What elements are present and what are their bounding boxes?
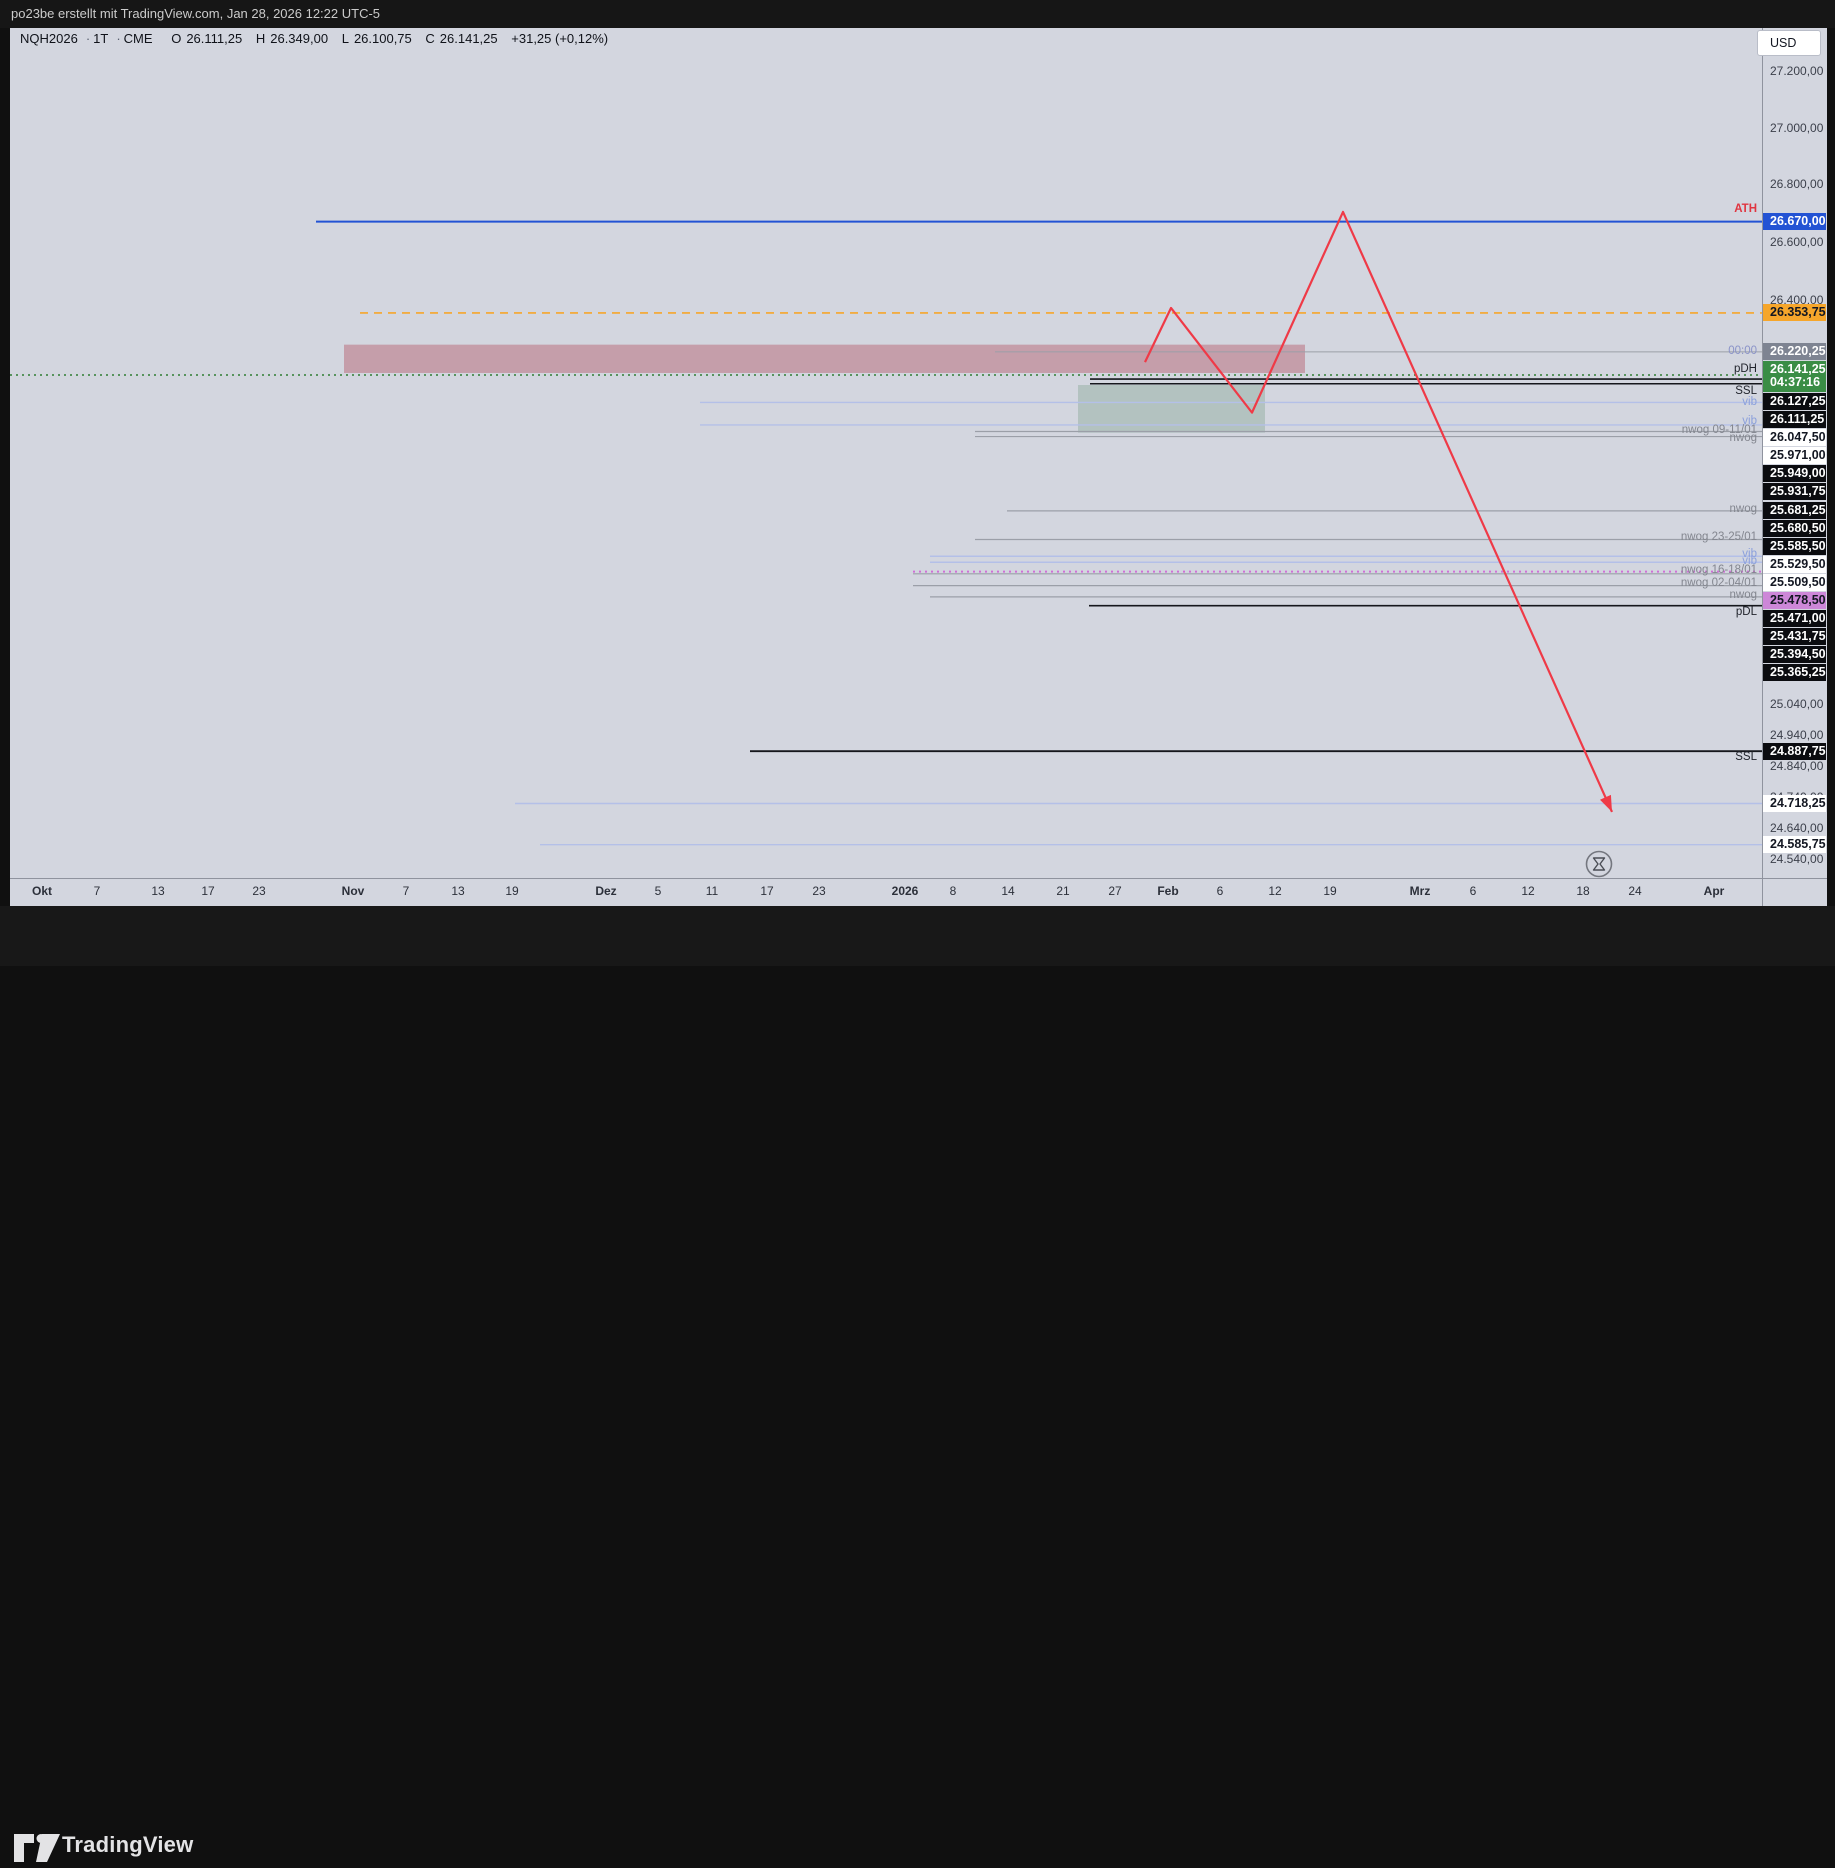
countdown-timer: 04:37:16 xyxy=(1770,375,1821,390)
price-badge: 24.718,25 xyxy=(1763,794,1826,812)
price-tick: 27.000,00 xyxy=(1770,120,1824,135)
price-badge: 26.111,25 xyxy=(1763,411,1826,429)
price-tick: 24.540,00 xyxy=(1770,851,1824,866)
level-label-ath: ATH xyxy=(1734,203,1757,215)
time-tick: 6 xyxy=(1216,884,1224,898)
high-label: H 26.349,00 xyxy=(255,31,329,46)
level-label-nwog: nwog xyxy=(1729,589,1758,601)
level-label-vib: vib xyxy=(1742,396,1757,408)
close-label: C 26.141,25 xyxy=(425,31,498,46)
price-tick: 25.040,00 xyxy=(1770,697,1824,712)
price-tick: 27.200,00 xyxy=(1770,64,1824,78)
price-badge: 26.353,75 xyxy=(1763,304,1826,322)
time-tick: 19 xyxy=(505,884,519,898)
open-label: O 26.111,25 xyxy=(171,31,243,46)
time-tick: Mrz xyxy=(1409,884,1431,898)
time-tick: 17 xyxy=(201,884,215,898)
time-tick: 27 xyxy=(1108,884,1122,898)
level-label-pdl: pDL xyxy=(1735,606,1757,618)
timeframe: 1T xyxy=(93,31,109,46)
price-badge: 25.680,50 xyxy=(1763,520,1826,538)
time-tick: 23 xyxy=(252,884,266,898)
price-tick: 26.400,00 xyxy=(1770,292,1824,307)
price-badge: 25.509,50 xyxy=(1763,574,1826,592)
price-badge: 25.471,00 xyxy=(1763,610,1826,628)
price-badge: 25.971,00 xyxy=(1763,447,1826,465)
price-badge: 26.047,50 xyxy=(1763,429,1826,447)
time-tick: 12 xyxy=(1521,884,1535,898)
time-tick: 13 xyxy=(151,884,165,898)
price-badge: 26.670,00 xyxy=(1763,213,1826,231)
level-label-vib: vib xyxy=(1742,548,1757,560)
level-label-nwog: nwog xyxy=(1729,432,1758,444)
level-label-pdh: pDH xyxy=(1733,363,1757,375)
price-badge: 25.529,50 xyxy=(1763,556,1826,574)
price-tick: 24.940,00 xyxy=(1770,728,1824,743)
change-value: +31,25 (+0,12%) xyxy=(511,31,609,46)
time-tick: 7 xyxy=(402,884,410,898)
price-badge: 26.127,25 xyxy=(1763,393,1826,411)
price-tick: 26.600,00 xyxy=(1770,234,1824,249)
level-label-00-00: 00:00 xyxy=(1728,345,1757,357)
time-tick: 24 xyxy=(1628,884,1642,898)
price-badge: 25.365,25 xyxy=(1763,664,1826,682)
legend-separator: · xyxy=(85,31,91,46)
time-tick: Nov xyxy=(341,884,365,898)
level-label-vib: vib xyxy=(1742,555,1757,567)
low-label: L 26.100,75 xyxy=(341,31,412,46)
time-tick: Dez xyxy=(595,884,617,898)
time-tick: 8 xyxy=(949,884,957,898)
brand-name[interactable]: TradingView xyxy=(62,1832,194,1857)
level-label-nwog-23-25-01: nwog 23-25/01 xyxy=(1680,531,1757,543)
time-tick: 18 xyxy=(1576,884,1590,898)
price-badge: 26.141,25 04:37:16 xyxy=(1763,361,1826,393)
time-tick: 17 xyxy=(760,884,774,898)
level-label-ssl: SSL xyxy=(1735,751,1757,763)
time-tick: 19 xyxy=(1323,884,1337,898)
level-label-nwog-09-11-01: nwog 09-11/01 xyxy=(1681,424,1757,436)
time-tick: Okt xyxy=(31,884,53,898)
price-badge: 24.887,75 xyxy=(1763,742,1826,760)
price-badge: 25.394,50 xyxy=(1763,646,1826,664)
price-badge: 26.220,25 xyxy=(1763,343,1826,361)
footer-bar: TradingView xyxy=(0,906,1835,1862)
time-tick: 7 xyxy=(93,884,101,898)
level-label-nwog-16-18-01: nwog 16-18/01 xyxy=(1680,564,1757,576)
time-axis[interactable] xyxy=(10,878,1827,907)
time-tick: Apr xyxy=(1703,884,1725,898)
price-badge: 24.585,75 xyxy=(1763,836,1826,854)
currency-button[interactable]: USD xyxy=(1757,30,1821,56)
time-tick: 2026 xyxy=(891,884,919,898)
price-tick: 24.840,00 xyxy=(1770,758,1824,773)
time-tick: 5 xyxy=(654,884,662,898)
price-tick: 26.800,00 xyxy=(1770,177,1824,192)
time-tick: 13 xyxy=(451,884,465,898)
price-badge: 25.949,00 xyxy=(1763,465,1826,483)
time-tick: 23 xyxy=(812,884,826,898)
exchange: CME xyxy=(123,31,153,46)
top-bar-caption: po23be erstellt mit TradingView.com, Jan… xyxy=(0,0,1835,28)
level-label-ssl: SSL xyxy=(1735,385,1757,397)
level-label-nwog: nwog xyxy=(1729,503,1758,515)
time-tick: Feb xyxy=(1157,884,1179,898)
level-label-nwog-02-04-01: nwog 02-04/01 xyxy=(1680,577,1757,589)
price-badge: 25.478,50 xyxy=(1763,592,1826,610)
price-badge: 25.431,75 xyxy=(1763,628,1826,646)
price-badge: 25.681,25 xyxy=(1763,502,1826,520)
chart-canvas[interactable] xyxy=(10,28,1827,906)
symbol-legend[interactable]: NQH2026 · 1T · CME O 26.111,25 H 26.349,00 L 26… xyxy=(20,31,613,46)
price-badge: 25.931,75 xyxy=(1763,483,1826,501)
time-tick: 12 xyxy=(1268,884,1282,898)
price-tick: 24.640,00 xyxy=(1770,820,1824,835)
level-label-vib: vib xyxy=(1742,415,1757,427)
time-tick: 11 xyxy=(705,884,719,898)
time-tick: 21 xyxy=(1056,884,1070,898)
price-badge: 25.585,50 xyxy=(1763,538,1826,556)
legend-separator: · xyxy=(116,31,121,46)
symbol-name: NQH2026 xyxy=(20,31,78,46)
time-tick: 6 xyxy=(1469,884,1477,898)
time-tick: 14 xyxy=(1001,884,1015,898)
